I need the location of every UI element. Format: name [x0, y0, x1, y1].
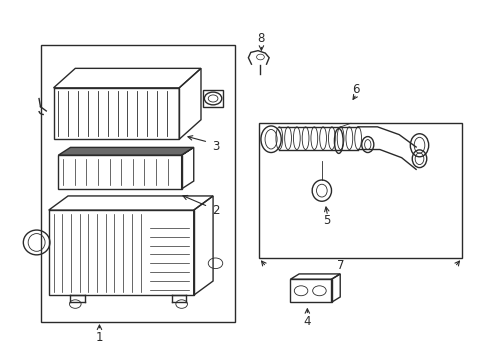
Text: 3: 3	[211, 140, 219, 153]
Text: 6: 6	[351, 83, 359, 96]
Bar	[41, 45, 234, 322]
Text: 1: 1	[96, 331, 103, 344]
Text: 8: 8	[257, 32, 264, 45]
Text: 2: 2	[211, 204, 219, 217]
Bar	[259, 123, 461, 258]
Text: 5: 5	[323, 214, 330, 227]
Text: 4: 4	[303, 315, 310, 328]
Text: 7: 7	[337, 258, 344, 271]
